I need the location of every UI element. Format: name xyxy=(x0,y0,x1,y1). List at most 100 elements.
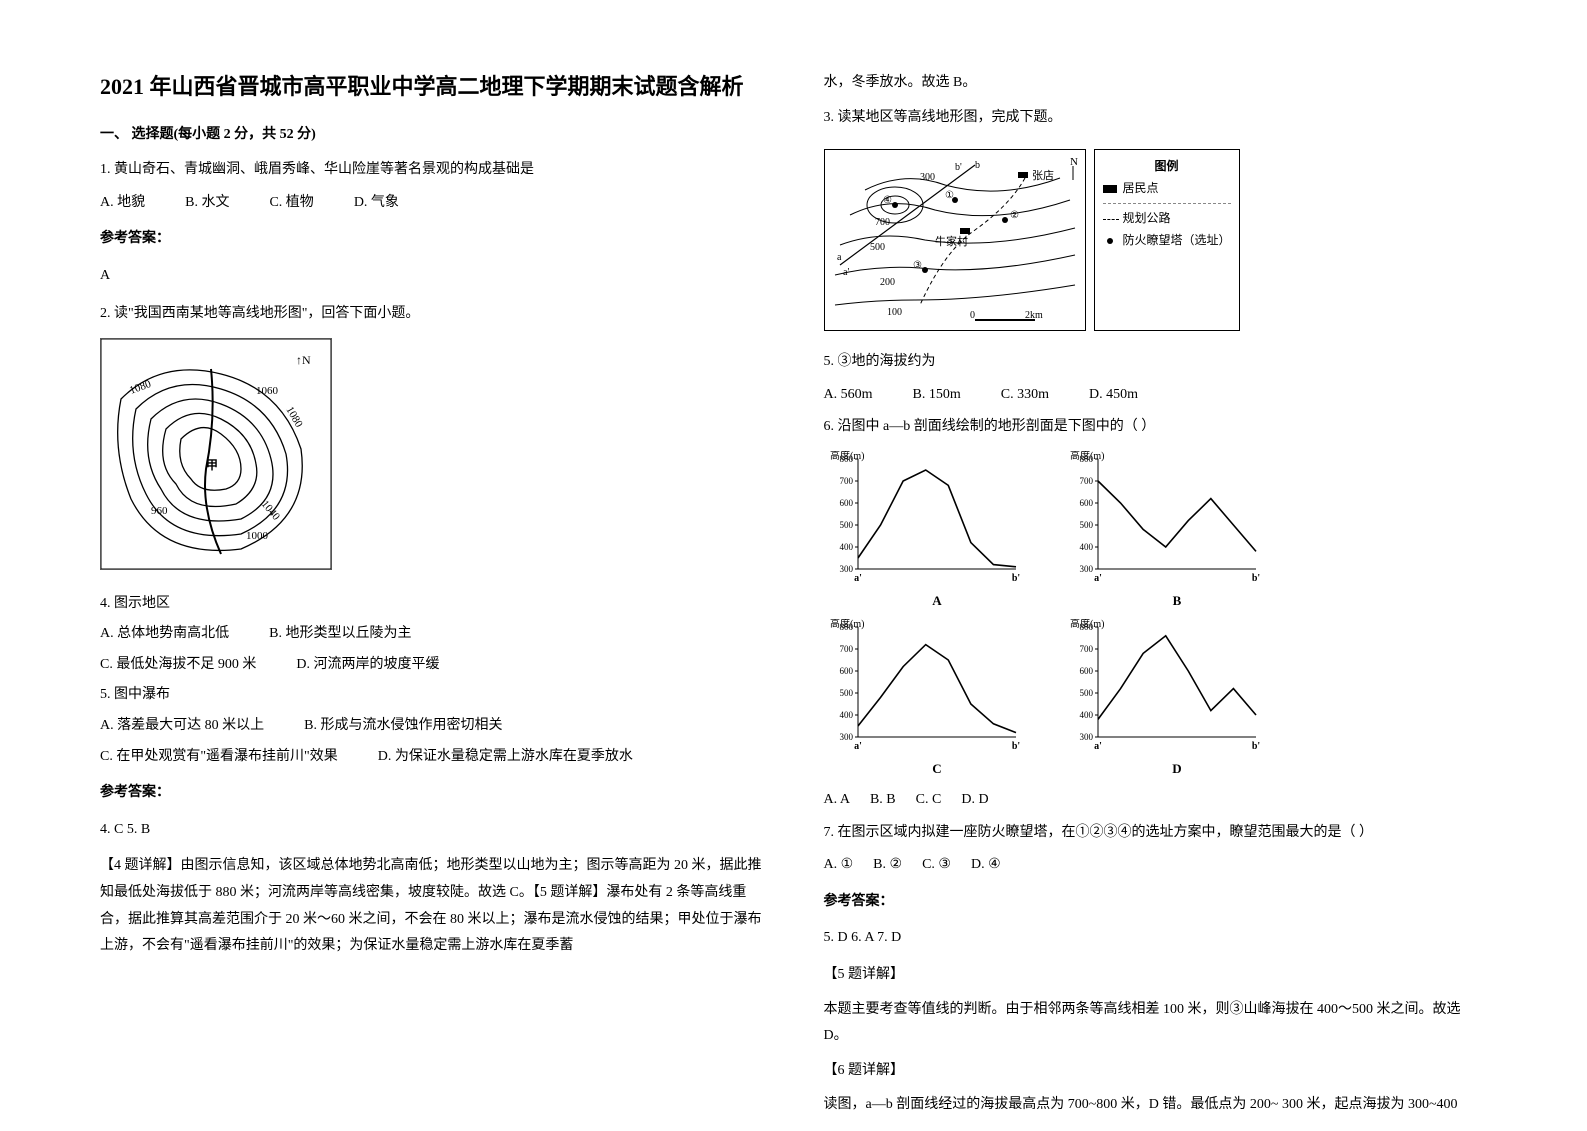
svg-text:960: 960 xyxy=(151,505,168,517)
q1-opt-a: A. 地貌 xyxy=(100,190,145,217)
svg-text:500: 500 xyxy=(1079,520,1093,530)
svg-text:2km: 2km xyxy=(1025,310,1043,321)
svg-text:600: 600 xyxy=(839,666,853,676)
svg-text:牛家村: 牛家村 xyxy=(935,234,968,248)
q1-opt-b: B. 水文 xyxy=(185,190,229,217)
svg-text:a: a xyxy=(837,252,842,263)
svg-text:③: ③ xyxy=(913,260,922,271)
svg-text:800: 800 xyxy=(839,454,853,464)
q2-sub5-opt-c: C. 在甲处观赏有"遥看瀑布挂前川"效果 xyxy=(100,744,338,771)
q1-opt-c: C. 植物 xyxy=(269,190,313,217)
q3-sub7-opt-b: B. ② xyxy=(873,852,902,879)
q3-map-wrapper: 100 200 300 500 700 a b b' a' 张店 牛家村 xyxy=(824,139,1488,341)
q3-sub7-stem: 7. 在图示区域内拟建一座防火瞭望塔，在①②③④的选址方案中，瞭望范围最大的是（… xyxy=(824,820,1488,847)
q2-sub4-opt-b: B. 地形类型以丘陵为主 xyxy=(269,621,411,648)
svg-text:b': b' xyxy=(1011,573,1020,584)
svg-text:700: 700 xyxy=(1079,476,1093,486)
legend-item-2: 规划公路 xyxy=(1103,208,1231,230)
profile-svg-C: 高度(m) 300400500600700800 a' b' C xyxy=(824,619,1024,777)
svg-text:100: 100 xyxy=(887,307,902,318)
q3-answer-label: 参考答案： xyxy=(824,889,1488,916)
svg-text:700: 700 xyxy=(839,644,853,654)
q3-contour-map: 100 200 300 500 700 a b b' a' 张店 牛家村 xyxy=(824,149,1086,331)
q3-exp6: 读图，a—b 剖面线经过的海拔最高点为 700~800 米，D 错。最低点为 2… xyxy=(824,1092,1488,1119)
svg-text:300: 300 xyxy=(839,564,853,574)
profile-chart-c: 高度(m) 300400500600700800 a' b' C xyxy=(824,619,1024,777)
svg-text:②: ② xyxy=(1010,210,1019,221)
q2-sub5-stem: 5. 图中瀑布 xyxy=(100,682,764,709)
profile-chart-d: 高度(m) 300400500600700800 a' b' D xyxy=(1064,619,1264,777)
doc-title: 2021 年山西省晋城市高平职业中学高二地理下学期期末试题含解析 xyxy=(100,70,764,103)
svg-text:b': b' xyxy=(1251,573,1260,584)
svg-text:600: 600 xyxy=(839,498,853,508)
svg-text:200: 200 xyxy=(880,277,895,288)
q3-sub7-opt-a: A. ① xyxy=(824,852,854,879)
q1-stem: 1. 黄山奇石、青城幽洞、峨眉秀峰、华山险崖等著名景观的构成基础是 xyxy=(100,157,764,184)
right-column: 水，冬季放水。故选 B。 3. 读某地区等高线地形图，完成下题。 xyxy=(824,70,1488,1131)
question-3: 3. 读某地区等高线地形图，完成下题。 100 xyxy=(824,105,1488,1119)
q3-sub5-opt-b: B. 150m xyxy=(913,382,961,409)
svg-text:1000: 1000 xyxy=(246,530,269,542)
legend-divider xyxy=(1103,203,1231,204)
section-heading: 一、 选择题(每小题 2 分，共 52 分) xyxy=(100,123,764,143)
q3-legend: 图例 居民点 规划公路 防火瞭望塔（选址） xyxy=(1094,149,1240,331)
svg-text:↑N: ↑N xyxy=(296,353,311,367)
profile-svg-B: 高度(m) 300400500600700800 a' b' B xyxy=(1064,451,1264,609)
legend-title: 图例 xyxy=(1103,156,1231,178)
legend-swatch-rect xyxy=(1103,185,1117,193)
q2-sub5-opt-d: D. 为保证水量稳定需上游水库在夏季放水 xyxy=(378,744,633,771)
q3-sub7-opt-d: D. ④ xyxy=(971,852,1001,879)
svg-text:A: A xyxy=(932,593,942,608)
q3-sub7-options: A. ① B. ② C. ③ D. ④ xyxy=(824,852,1488,879)
profile-chart-a: 高度(m) 300400500600700800 a' b' A xyxy=(824,451,1024,609)
q2-answer: 4. C 5. B xyxy=(100,817,764,844)
q2-sub5-opt-a: A. 落差最大可达 80 米以上 xyxy=(100,713,264,740)
svg-text:④: ④ xyxy=(883,195,892,206)
q2-stem: 2. 读"我国西南某地等高线地形图"，回答下面小题。 xyxy=(100,301,764,328)
q3-sub6-opt-b: B. B xyxy=(870,787,896,814)
q3-sub5-opt-c: C. 330m xyxy=(1001,382,1049,409)
svg-text:a': a' xyxy=(843,267,849,278)
q1-options: A. 地貌 B. 水文 C. 植物 D. 气象 xyxy=(100,190,764,217)
q3-sub7-opt-c: C. ③ xyxy=(922,852,951,879)
q1-answer: A xyxy=(100,263,764,290)
svg-text:300: 300 xyxy=(1079,564,1093,574)
q2-contour-map: 1080 1060 1080 1040 1000 960 甲 ↑N xyxy=(100,338,332,570)
svg-text:张店: 张店 xyxy=(1032,168,1054,182)
svg-text:0: 0 xyxy=(970,310,975,321)
q3-sub6-options: A. A B. B C. C D. D xyxy=(824,787,1488,814)
q3-stem: 3. 读某地区等高线地形图，完成下题。 xyxy=(824,105,1488,132)
question-2: 2. 读"我国西南某地等高线地形图"，回答下面小题。 1080 1060 108… xyxy=(100,301,764,959)
q3-sub5-opt-d: D. 450m xyxy=(1089,382,1138,409)
q3-exp5-head: 【5 题详解】 xyxy=(824,962,1488,989)
svg-text:①: ① xyxy=(945,190,954,201)
svg-text:600: 600 xyxy=(1079,666,1093,676)
profile-charts-row2: 高度(m) 300400500600700800 a' b' C 高度(m) 3… xyxy=(824,619,1488,777)
svg-text:b': b' xyxy=(955,162,962,173)
svg-text:400: 400 xyxy=(1079,710,1093,720)
svg-text:500: 500 xyxy=(839,520,853,530)
svg-text:C: C xyxy=(932,761,941,776)
svg-text:400: 400 xyxy=(1079,542,1093,552)
legend-swatch-dot xyxy=(1107,238,1113,244)
svg-text:700: 700 xyxy=(875,217,890,228)
left-column: 2021 年山西省晋城市高平职业中学高二地理下学期期末试题含解析 一、 选择题(… xyxy=(100,70,764,1131)
q1-opt-d: D. 气象 xyxy=(354,190,399,217)
q3-sub5-opt-a: A. 560m xyxy=(824,382,873,409)
svg-text:b: b xyxy=(975,160,980,171)
q3-sub5-options: A. 560m B. 150m C. 330m D. 450m xyxy=(824,382,1488,409)
svg-text:N: N xyxy=(1070,156,1078,168)
q3-sub6-opt-d: D. D xyxy=(961,787,988,814)
svg-text:B: B xyxy=(1172,593,1181,608)
svg-text:D: D xyxy=(1172,761,1181,776)
q2-sub4-opt-c: C. 最低处海拔不足 900 米 xyxy=(100,652,256,679)
profile-charts-row1: 高度(m) 300400500600700800 a' b' A 高度(m) 3… xyxy=(824,451,1488,609)
legend-swatch-dash xyxy=(1103,219,1119,220)
svg-text:300: 300 xyxy=(839,732,853,742)
svg-text:800: 800 xyxy=(1079,622,1093,632)
legend-item-1: 居民点 xyxy=(1103,178,1231,200)
question-1: 1. 黄山奇石、青城幽洞、峨眉秀峰、华山险崖等著名景观的构成基础是 A. 地貌 … xyxy=(100,157,764,289)
q2-explanation-4: 【4 题详解】由图示信息知，该区域总体地势北高南低；地形类型以山地为主；图示等高… xyxy=(100,853,764,959)
legend-item-3: 防火瞭望塔（选址） xyxy=(1103,230,1231,252)
q3-sub6-stem: 6. 沿图中 a—b 剖面线绘制的地形剖面是下图中的（ ） xyxy=(824,414,1488,441)
